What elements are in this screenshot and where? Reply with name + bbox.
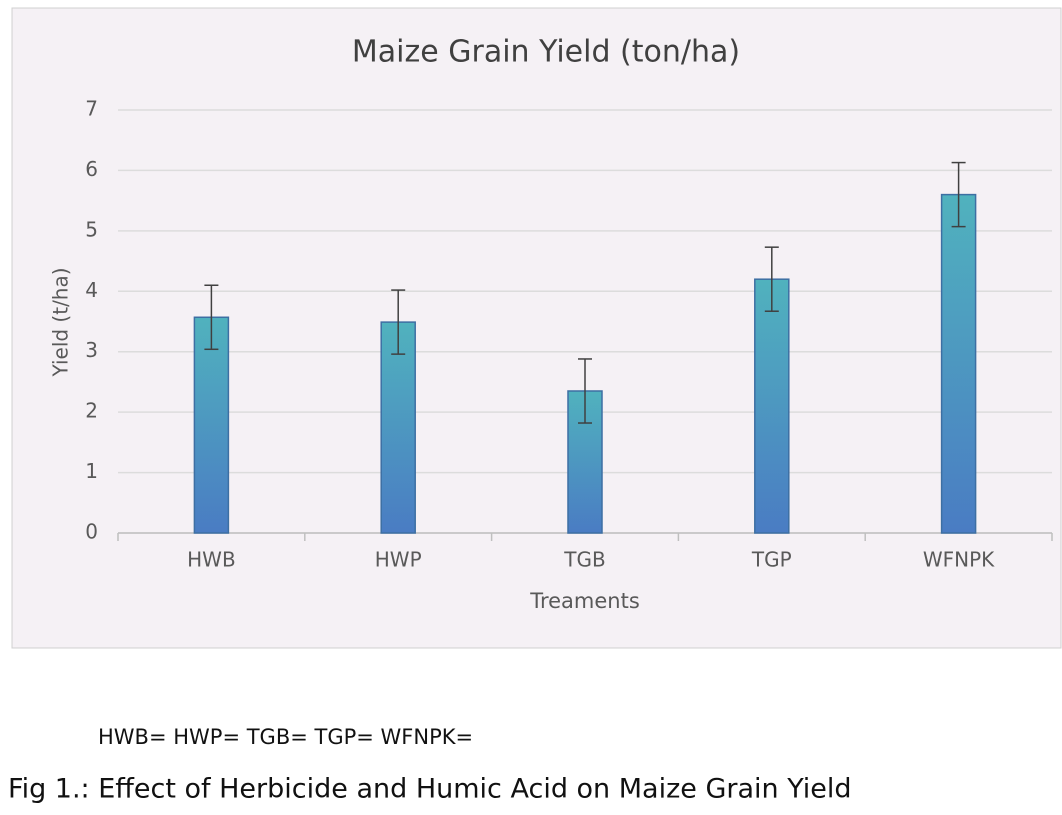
caption: Fig 1.: Effect of Herbicide and Humic Ac… <box>8 774 852 805</box>
error-bar <box>951 161 966 228</box>
bar <box>940 193 977 534</box>
x-tick-label: TGP <box>751 548 792 572</box>
error-bar <box>764 246 779 312</box>
error-bar <box>391 289 406 355</box>
x-tick-label: WFNPK <box>923 548 995 572</box>
y-tick-label: 0 <box>85 520 98 544</box>
footnote: HWB= HWP= TGB= TGP= WFNPK= <box>98 725 473 749</box>
y-tick-label: 7 <box>85 97 98 121</box>
y-tick-label: 3 <box>85 338 98 362</box>
bar <box>193 316 230 534</box>
chart-area <box>11 7 1062 649</box>
y-tick-label: 5 <box>85 217 98 241</box>
x-axis-label: Treaments <box>529 589 640 613</box>
x-tick-label: TGB <box>563 548 605 572</box>
x-tick-label: HWB <box>187 548 236 572</box>
y-tick-label: 2 <box>85 399 98 423</box>
error-bar <box>578 358 592 424</box>
y-tick-label: 6 <box>85 157 98 181</box>
y-tick-label: 4 <box>85 278 98 302</box>
y-tick-label: 1 <box>85 459 98 483</box>
error-bar <box>204 284 219 351</box>
bar <box>754 278 790 534</box>
x-tick-label: HWP <box>375 548 422 572</box>
y-axis-label: Yield (t/ha) <box>49 267 73 377</box>
chart-title: Maize Grain Yield (ton/ha) <box>352 35 740 70</box>
